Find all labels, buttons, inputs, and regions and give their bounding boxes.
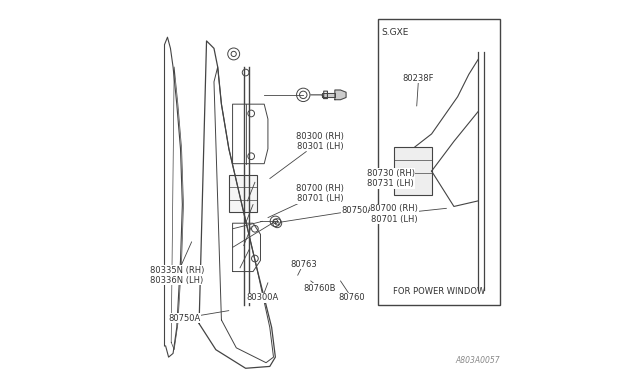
Text: 80335N (RH)
80336N (LH): 80335N (RH) 80336N (LH) (150, 242, 204, 285)
Text: 80700 (RH)
80701 (LH): 80700 (RH) 80701 (LH) (268, 184, 344, 218)
Text: 80750A: 80750A (168, 311, 229, 323)
Text: A803A0057: A803A0057 (456, 356, 500, 365)
Bar (394, 147, 431, 195)
Polygon shape (322, 93, 335, 97)
Text: 80238F: 80238F (403, 74, 435, 106)
Text: 80750A: 80750A (281, 206, 373, 222)
Text: 80763: 80763 (290, 260, 317, 275)
Text: 80730 (RH)
80731 (LH): 80730 (RH) 80731 (LH) (367, 169, 415, 188)
Text: 80300A: 80300A (246, 283, 278, 302)
Text: 80300 (RH)
80301 (LH): 80300 (RH) 80301 (LH) (270, 132, 344, 179)
Text: 80760B: 80760B (304, 281, 336, 293)
Polygon shape (335, 90, 346, 100)
Text: S.GXE: S.GXE (381, 28, 409, 37)
Text: 80760: 80760 (339, 281, 365, 302)
Bar (229, 175, 257, 212)
Bar (378, 19, 500, 305)
Text: 80700 (RH)
80701 (LH): 80700 (RH) 80701 (LH) (371, 204, 447, 224)
Text: FOR POWER WINDOW: FOR POWER WINDOW (393, 287, 485, 296)
